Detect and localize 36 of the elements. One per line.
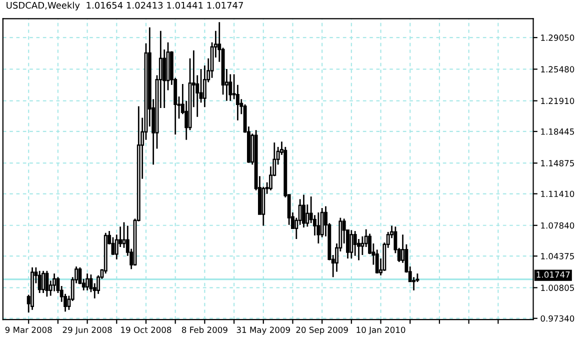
candlestick	[114, 234, 118, 260]
candlestick	[298, 198, 302, 226]
candlestick	[313, 214, 316, 236]
y-tick-label: 1.18445	[541, 128, 574, 135]
x-tick-label: 10 Jan 2010	[356, 326, 406, 335]
candlestick	[316, 212, 320, 244]
chart-title: USDCAD,Weekly 1.01654 1.02413 1.01441 1.01747	[6, 2, 243, 10]
candlestick	[202, 64, 206, 108]
candlestick	[86, 272, 90, 292]
candlestick	[309, 196, 313, 224]
candlestick	[306, 204, 310, 228]
x-tick-label: 8 Feb 2009	[182, 326, 228, 333]
y-tick-label: 1.21910	[541, 98, 574, 104]
x-tick-label: 31 May 2009	[236, 326, 290, 335]
candlestick	[302, 194, 306, 228]
y-tick-label: 1.29050	[541, 34, 574, 41]
candlestick	[353, 230, 357, 257]
candlestick	[228, 74, 232, 102]
candlestick	[162, 48, 166, 109]
x-tick-label: 20 Sep 2009	[296, 326, 348, 335]
x-tick-label: 19 Oct 2008	[121, 326, 172, 333]
x-tick-label: 29 Jun 2008	[62, 326, 112, 335]
ref-line-label: 1.01747	[536, 271, 570, 278]
y-tick-label: 1.04375	[541, 253, 574, 260]
x-tick-label: 9 Mar 2008	[5, 326, 52, 333]
candlestick	[350, 229, 354, 260]
y-tick-label: 1.14875	[541, 160, 574, 166]
y-tick-label: 1.00805	[541, 284, 574, 291]
candlestick	[357, 238, 360, 261]
y-tick-label: 1.25480	[541, 66, 574, 72]
y-tick-label: 1.07840	[541, 222, 574, 229]
candlestick	[236, 84, 240, 122]
y-tick-label: 1.11410	[541, 190, 574, 198]
candlestick	[360, 236, 364, 256]
candlestick	[52, 272, 56, 292]
y-tick-label: 0.97340	[540, 315, 574, 322]
